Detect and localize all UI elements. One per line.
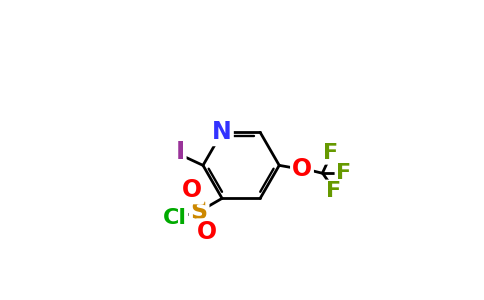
Text: F: F — [326, 182, 341, 201]
Text: Cl: Cl — [163, 208, 186, 228]
Text: I: I — [175, 140, 184, 164]
Text: F: F — [323, 143, 338, 163]
Text: F: F — [336, 163, 351, 183]
Text: O: O — [292, 158, 312, 182]
Text: O: O — [182, 178, 202, 203]
Text: N: N — [212, 120, 232, 144]
Text: S: S — [191, 200, 208, 224]
Text: O: O — [197, 220, 217, 244]
